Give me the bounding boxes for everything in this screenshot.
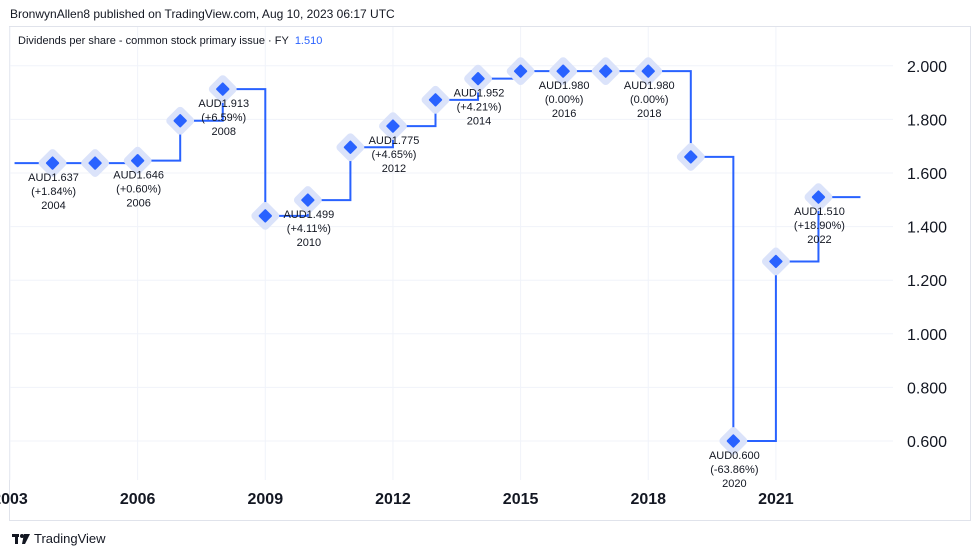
data-label: AUD0.600 (-63.86%) 2020 [709, 450, 760, 490]
data-point [471, 72, 485, 86]
data-label-line: AUD1.980 [539, 80, 590, 92]
data-label-line: (+0.60%) [116, 184, 161, 196]
data-label-line: 2014 [467, 116, 491, 128]
data-point [428, 93, 443, 107]
data-point [599, 64, 613, 78]
x-tick-label: 2018 [630, 491, 666, 508]
x-tick-label: 2021 [758, 491, 794, 508]
x-tick-label: 2012 [375, 491, 411, 508]
data-label-line: AUD1.637 [28, 172, 79, 184]
data-point [343, 140, 358, 154]
y-tick-label: 1.400 [907, 220, 947, 237]
x-tick-label: 2009 [248, 491, 284, 508]
data-label: AUD1.510 (+18.90%) 2022 [794, 206, 845, 246]
data-label: AUD1.499 (+4.11%) 2010 [283, 209, 334, 249]
data-label-line: (+18.90%) [794, 220, 845, 232]
data-point [641, 64, 655, 78]
legend-label: Dividends per share - common stock prima… [18, 35, 289, 47]
attribution: BronwynAllen8 published on TradingView.c… [10, 7, 395, 21]
data-label-line: 2020 [722, 478, 746, 490]
legend-value: 1.510 [294, 35, 323, 47]
data-label-line: AUD1.980 [624, 80, 675, 92]
data-label-line: (+4.65%) [371, 149, 416, 161]
data-label-line: (+4.21%) [457, 102, 502, 114]
x-tick-label: 2015 [503, 491, 539, 508]
y-tick-label: 1.600 [907, 166, 947, 183]
data-label-line: 2022 [807, 234, 831, 246]
y-tick-label: 1.200 [907, 273, 947, 290]
footer-brand: TradingView [34, 531, 106, 546]
data-point [130, 154, 145, 168]
x-tick-label: 2003 [0, 491, 28, 508]
data-label-line: AUD1.646 [113, 170, 164, 182]
data-label-line: 2010 [297, 237, 321, 249]
data-label: AUD1.980 (0.00%) 2018 [624, 80, 675, 120]
data-label-line: (+6.59%) [201, 112, 246, 124]
data-label-line: AUD1.952 [454, 88, 505, 100]
y-tick-label: 0.800 [907, 380, 947, 397]
data-label-line: (+1.84%) [31, 186, 76, 198]
data-label-line: 2012 [382, 163, 406, 175]
data-label-line: 2008 [212, 126, 236, 138]
y-tick-label: 1.800 [907, 112, 947, 129]
data-label-line: AUD1.913 [198, 98, 249, 110]
footer: TradingView [12, 531, 106, 546]
data-point [513, 64, 528, 78]
data-point [556, 64, 570, 78]
legend: Dividends per share - common stock prima… [18, 35, 322, 47]
data-label: AUD1.775 (+4.65%) 2012 [369, 135, 420, 175]
data-label-line: 2018 [637, 108, 661, 120]
data-label-line: 2004 [41, 200, 65, 212]
data-label-line: 2006 [126, 198, 150, 210]
data-point [173, 114, 187, 128]
data-label: AUD1.980 (0.00%) 2016 [539, 80, 590, 120]
data-label-line: AUD0.600 [709, 450, 760, 462]
data-label-line: (-63.86%) [710, 464, 758, 476]
x-tick-label: 2006 [120, 491, 156, 508]
data-point [811, 190, 826, 204]
data-label-line: AUD1.499 [283, 209, 334, 221]
data-point [45, 156, 60, 170]
data-label-line: (0.00%) [545, 94, 584, 106]
data-label: AUD1.952 (+4.21%) 2014 [454, 88, 505, 128]
data-label-line: (0.00%) [630, 94, 669, 106]
data-point [386, 119, 400, 133]
y-tick-label: 1.000 [907, 327, 947, 344]
data-label: AUD1.913 (+6.59%) 2008 [198, 98, 249, 138]
data-label-line: AUD1.775 [369, 135, 420, 147]
data-label-line: 2016 [552, 108, 576, 120]
data-point [726, 434, 741, 448]
data-point [258, 209, 272, 223]
data-label-line: (+4.11%) [287, 223, 331, 235]
data-point [684, 150, 698, 164]
data-point [88, 156, 102, 170]
tradingview-logo-icon [12, 532, 30, 546]
data-label: AUD1.646 (+0.60%) 2006 [113, 170, 164, 210]
data-label-line: AUD1.510 [794, 206, 845, 218]
data-point [216, 82, 230, 96]
series-line [14, 70, 861, 442]
y-tick-label: 2.000 [907, 59, 947, 76]
data-point [301, 193, 315, 207]
data-point [769, 254, 783, 269]
data-label: AUD1.637 (+1.84%) 2004 [28, 172, 79, 212]
y-tick-label: 0.600 [907, 434, 947, 451]
